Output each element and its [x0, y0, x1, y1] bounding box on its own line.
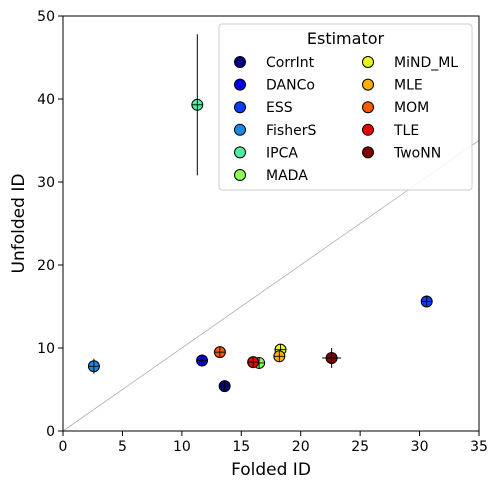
legend-label: IPCA: [266, 145, 298, 161]
legend-label: MLE: [394, 78, 423, 94]
y-tick-label: 20: [37, 258, 55, 274]
y-tick-label: 10: [37, 341, 55, 357]
x-tick-label: 20: [292, 439, 310, 455]
y-axis-ticks: 0 10 20 30 40 50: [37, 9, 63, 440]
y-tick-label: 40: [37, 92, 55, 108]
data-points: [87, 98, 433, 393]
y-axis-label: Unfolded ID: [9, 174, 29, 274]
legend-label: ESS: [266, 100, 293, 116]
y-tick-label: 30: [37, 175, 55, 191]
x-tick-label: 0: [59, 439, 68, 455]
legend-marker: [234, 101, 246, 114]
legend-marker: [362, 56, 374, 68]
legend-label: CorrInt: [266, 55, 315, 71]
legend-marker: [234, 146, 246, 159]
legend-label: TwoNN: [393, 145, 441, 161]
x-axis-ticks: 0 5 10 15 20 25 30 35: [59, 431, 488, 455]
y-tick-label: 0: [46, 424, 55, 440]
legend-label: MOM: [394, 100, 429, 116]
x-tick-label: 30: [411, 439, 429, 455]
x-tick-label: 35: [470, 439, 488, 455]
legend-items: CorrInt DANCo ESS FisherS IPCA MADA MiND_ML MLE…: [234, 55, 458, 184]
x-tick-label: 15: [232, 439, 250, 455]
x-tick-label: 25: [351, 439, 369, 455]
legend-label: FisherS: [266, 123, 316, 139]
legend-label: MADA: [266, 168, 308, 184]
legend-marker: [362, 78, 374, 91]
legend-marker: [234, 56, 246, 68]
axes-frame: [62, 15, 480, 432]
legend: Estimator CorrInt DANCo ESS FisherS IPCA MADA…: [218, 23, 473, 191]
plot-area: [62, 15, 480, 432]
legend-label: TLE: [393, 123, 419, 139]
legend-marker: [234, 169, 246, 181]
legend-marker: [234, 78, 246, 91]
x-axis-label: Folded ID: [231, 460, 311, 480]
y-tick-label: 50: [37, 9, 55, 25]
legend-label: DANCo: [266, 78, 315, 94]
legend-label: MiND_ML: [394, 55, 458, 71]
legend-box: [218, 23, 473, 191]
legend-marker: [362, 123, 374, 136]
legend-marker: [362, 101, 374, 114]
x-tick-label: 10: [173, 439, 191, 455]
legend-title: Estimator: [307, 29, 385, 48]
legend-marker: [234, 123, 246, 136]
legend-marker: [362, 146, 374, 159]
x-tick-label: 5: [118, 439, 127, 455]
